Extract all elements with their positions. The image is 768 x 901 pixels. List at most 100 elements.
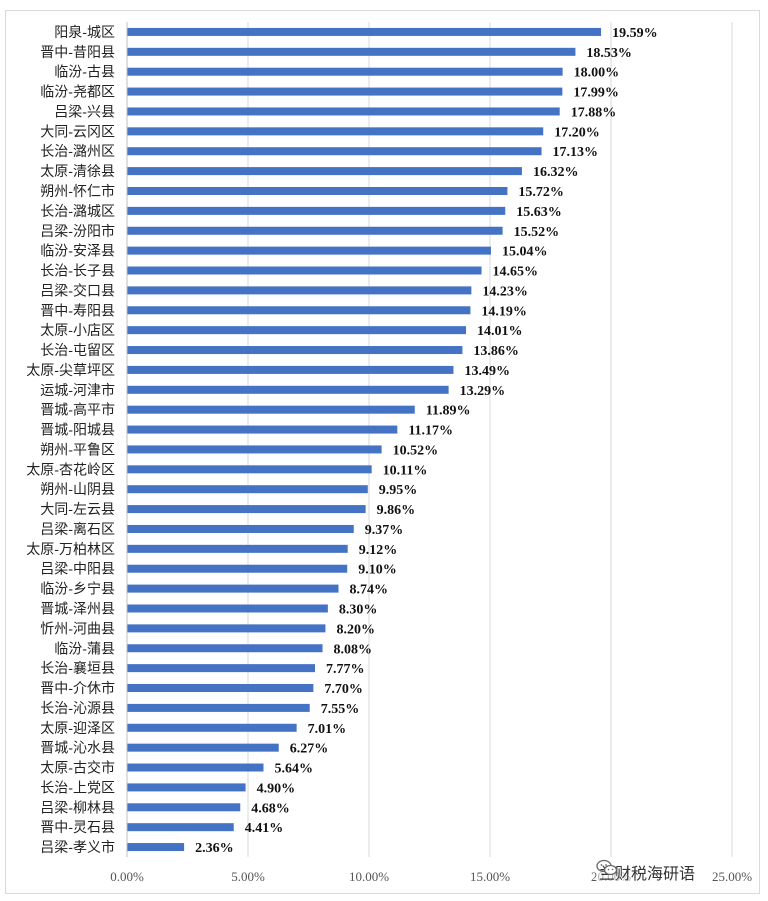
category-label: 忻州-河曲县	[40, 621, 115, 637]
bar	[127, 266, 482, 275]
data-label: 7.01%	[308, 722, 347, 737]
category-label: 晋中-昔阳县	[40, 45, 115, 61]
bar	[127, 206, 506, 215]
category-label: 晋城-沁水县	[40, 741, 115, 757]
category-label: 长治-上党区	[40, 780, 115, 796]
category-label: 临汾-乡宁县	[40, 581, 115, 598]
data-label: 9.95%	[379, 483, 418, 498]
category-label: 长治-潞州区	[40, 144, 115, 160]
bar	[127, 763, 264, 772]
data-label: 8.08%	[334, 642, 373, 657]
x-tick-label: 15.00%	[470, 869, 510, 884]
data-label: 15.72%	[518, 185, 564, 200]
data-label: 19.59%	[612, 26, 658, 41]
category-label: 朔州-怀仁市	[40, 183, 115, 200]
bar	[127, 365, 454, 374]
bar	[127, 684, 314, 693]
category-label: 吕梁-离石区	[40, 521, 115, 538]
data-label: 11.89%	[426, 404, 471, 419]
data-label: 13.29%	[460, 384, 506, 399]
data-label: 2.36%	[195, 841, 234, 856]
bar	[127, 584, 339, 593]
bar	[127, 604, 328, 613]
data-label: 13.86%	[473, 344, 519, 359]
data-label: 9.10%	[358, 563, 397, 578]
category-label: 吕梁-交口县	[40, 282, 115, 299]
bar	[127, 186, 508, 195]
data-label: 6.27%	[290, 742, 329, 757]
x-tick-label: 0.00%	[110, 869, 144, 884]
bar	[127, 107, 560, 116]
data-label: 8.20%	[336, 622, 375, 637]
category-label: 吕梁-中阳县	[40, 562, 115, 578]
category-label: 运城-河津市	[40, 382, 115, 399]
bar	[127, 664, 316, 673]
data-label: 18.53%	[586, 46, 632, 61]
data-label: 13.49%	[464, 364, 510, 379]
data-label: 17.13%	[553, 145, 599, 160]
category-label: 吕梁-兴县	[54, 104, 115, 120]
bar	[127, 445, 382, 454]
bar	[127, 226, 503, 235]
bar	[127, 167, 522, 176]
category-label: 太原-古交市	[40, 760, 115, 777]
bar	[127, 644, 323, 653]
category-label: 晋城-高平市	[40, 402, 115, 419]
watermark-text: 兰财税海研语	[599, 864, 696, 883]
bar	[127, 67, 563, 76]
data-label: 10.52%	[393, 443, 439, 458]
bar	[127, 27, 602, 36]
data-label: 17.99%	[573, 86, 619, 101]
category-label: 晋城-阳城县	[40, 423, 115, 439]
bar	[127, 624, 326, 633]
category-label: 晋中-介休市	[40, 680, 115, 697]
category-label: 太原-清徐县	[40, 164, 115, 180]
category-label: 太原-万柏林区	[26, 542, 115, 558]
data-label: 5.64%	[274, 762, 313, 777]
bar	[127, 823, 234, 832]
bar	[127, 246, 491, 255]
category-label: 长治-潞城区	[40, 204, 115, 220]
category-label: 临汾-蒲县	[54, 641, 115, 657]
bar	[127, 803, 241, 812]
category-label: 太原-杏花岭区	[26, 462, 115, 478]
data-label: 4.90%	[257, 781, 296, 796]
data-label: 8.74%	[350, 583, 389, 598]
category-label: 长治-屯留区	[40, 343, 115, 359]
category-label: 吕梁-孝义市	[40, 839, 115, 856]
wechat-icon	[596, 859, 618, 876]
category-label: 朔州-山阴县	[40, 482, 115, 498]
category-label: 朔州-平鲁区	[40, 442, 115, 458]
data-label: 17.20%	[554, 125, 600, 140]
bar	[127, 743, 279, 752]
data-label: 14.23%	[482, 284, 527, 299]
bar	[127, 485, 368, 494]
data-label: 7.55%	[321, 702, 360, 717]
data-label: 17.88%	[571, 105, 617, 120]
bar	[127, 564, 348, 573]
category-label: 长治-长子县	[40, 264, 115, 280]
bar	[127, 723, 297, 732]
data-label: 7.77%	[326, 662, 365, 677]
category-label: 太原-迎泽区	[40, 721, 115, 737]
bar	[127, 87, 563, 96]
category-label: 晋中-寿阳县	[40, 302, 115, 319]
category-label: 阳泉-城区	[54, 24, 115, 41]
bar	[127, 465, 372, 474]
x-tick-label: 5.00%	[231, 869, 265, 884]
data-label: 18.00%	[574, 66, 620, 81]
bar	[127, 544, 348, 553]
bar	[127, 405, 415, 414]
data-label: 14.19%	[481, 304, 527, 319]
data-label: 11.17%	[408, 424, 453, 439]
bar	[127, 47, 576, 56]
category-label: 大同-云冈区	[40, 124, 115, 140]
data-label: 7.70%	[324, 682, 363, 697]
watermark: 兰财税海研语	[596, 859, 699, 885]
category-label: 临汾-安泽县	[40, 244, 115, 260]
category-label: 大同-左云县	[40, 502, 115, 518]
category-label: 长治-沁源县	[40, 701, 115, 717]
data-label: 8.30%	[339, 602, 378, 617]
bar	[127, 783, 246, 792]
